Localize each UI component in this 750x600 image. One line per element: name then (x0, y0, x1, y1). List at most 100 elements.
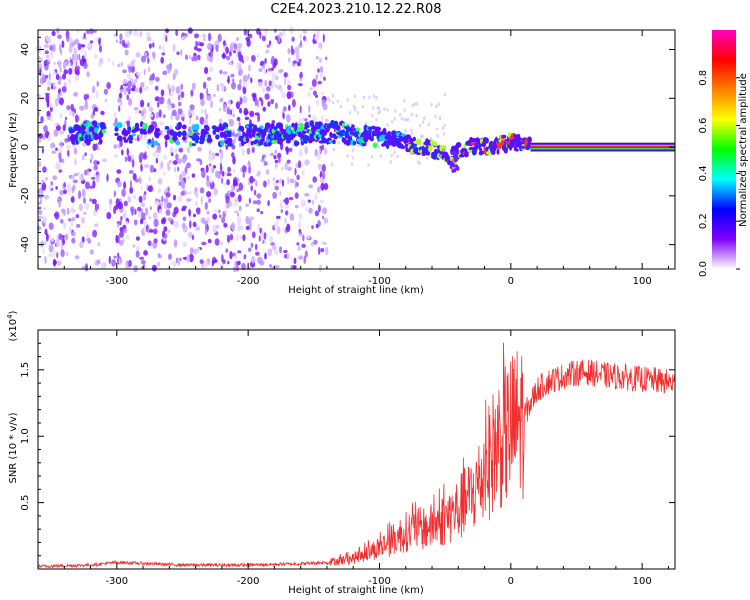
noise-speckle (298, 213, 303, 220)
noise-speckle (248, 64, 251, 72)
noise-speckle (350, 162, 354, 167)
noise-speckle (58, 148, 62, 155)
noise-speckle (68, 37, 74, 44)
ridge-blob (134, 125, 140, 132)
noise-speckle (74, 255, 80, 260)
noise-speckle (262, 239, 265, 244)
noise-speckle (53, 61, 56, 65)
noise-speckle (123, 181, 127, 190)
noise-speckle (353, 107, 357, 112)
ridge-blob (296, 141, 300, 146)
ridge-blob (116, 135, 123, 142)
noise-speckle (118, 143, 121, 149)
noise-speckle (267, 101, 271, 107)
noise-speckle (73, 47, 77, 56)
noise-speckle (287, 57, 291, 63)
noise-speckle (213, 259, 218, 263)
noise-speckle (147, 185, 153, 192)
noise-speckle (236, 116, 241, 122)
noise-speckle (238, 107, 243, 114)
noise-speckle (267, 200, 270, 207)
ridge-blob (194, 135, 200, 142)
spectrogram-y-tick-label: -40 (20, 236, 31, 252)
noise-speckle (255, 251, 260, 256)
noise-speckle (286, 223, 291, 232)
noise-speckle (84, 169, 88, 176)
noise-speckle (108, 255, 111, 264)
noise-speckle (247, 160, 251, 167)
noise-speckle (162, 45, 165, 52)
noise-speckle (161, 52, 166, 56)
noise-speckle (162, 172, 167, 176)
snr-x-tick-label: -200 (237, 576, 260, 587)
noise-speckle (266, 168, 270, 175)
noise-speckle (201, 241, 207, 246)
noise-speckle (379, 154, 383, 158)
noise-speckle (254, 189, 257, 196)
noise-speckle (138, 132, 144, 140)
noise-speckle (403, 117, 407, 122)
noise-speckle (141, 55, 146, 63)
noise-speckle (243, 254, 247, 260)
noise-speckle (203, 220, 209, 225)
noise-speckle (44, 43, 49, 49)
ridge-blob (455, 165, 459, 171)
noise-speckle (177, 166, 180, 172)
noise-speckle (140, 185, 143, 191)
noise-speckle (315, 74, 319, 80)
noise-speckle (50, 82, 56, 86)
noise-speckle (220, 83, 225, 92)
noise-speckle (118, 105, 121, 112)
noise-speckle (304, 159, 310, 166)
noise-speckle (85, 203, 90, 210)
noise-speckle (51, 150, 57, 154)
noise-speckle (286, 159, 291, 164)
noise-speckle (362, 95, 365, 100)
noise-speckle (237, 194, 242, 203)
noise-speckle (383, 107, 386, 111)
noise-speckle (213, 93, 216, 97)
noise-speckle (211, 259, 214, 267)
noise-speckle (214, 238, 220, 246)
noise-speckle (320, 182, 325, 191)
noise-speckle (86, 71, 90, 78)
noise-speckle (125, 87, 131, 92)
noise-speckle (127, 196, 132, 203)
noise-speckle (56, 251, 59, 259)
noise-speckle (204, 66, 209, 75)
noise-speckle (44, 255, 47, 264)
noise-speckle (95, 90, 99, 99)
noise-speckle (226, 234, 231, 243)
noise-speckle (274, 222, 277, 229)
noise-speckle (269, 40, 272, 45)
ridge-blob (176, 141, 180, 146)
noise-speckle (229, 191, 235, 198)
ridge-blob (264, 122, 271, 129)
noise-speckle (245, 225, 250, 231)
noise-speckle (189, 104, 195, 111)
noise-speckle (50, 115, 53, 122)
noise-speckle (194, 190, 196, 196)
noise-speckle (317, 80, 323, 85)
noise-speckle (67, 149, 70, 157)
noise-speckle (93, 53, 98, 59)
noise-speckle (281, 179, 285, 187)
noise-speckle (207, 32, 212, 42)
ridge-blob (279, 128, 285, 132)
noise-speckle (74, 158, 77, 166)
noise-speckle (89, 198, 93, 202)
noise-speckle (351, 148, 355, 153)
noise-speckle (277, 35, 281, 44)
noise-speckle (57, 34, 62, 39)
noise-speckle (125, 260, 129, 266)
ridge-blob (288, 125, 292, 129)
noise-speckle (219, 263, 225, 268)
noise-speckle (284, 204, 290, 209)
noise-speckle (404, 128, 407, 133)
noise-speckle (218, 209, 221, 214)
noise-speckle (86, 232, 90, 238)
noise-speckle (304, 118, 308, 122)
noise-speckle (46, 99, 50, 108)
noise-speckle (144, 191, 147, 195)
